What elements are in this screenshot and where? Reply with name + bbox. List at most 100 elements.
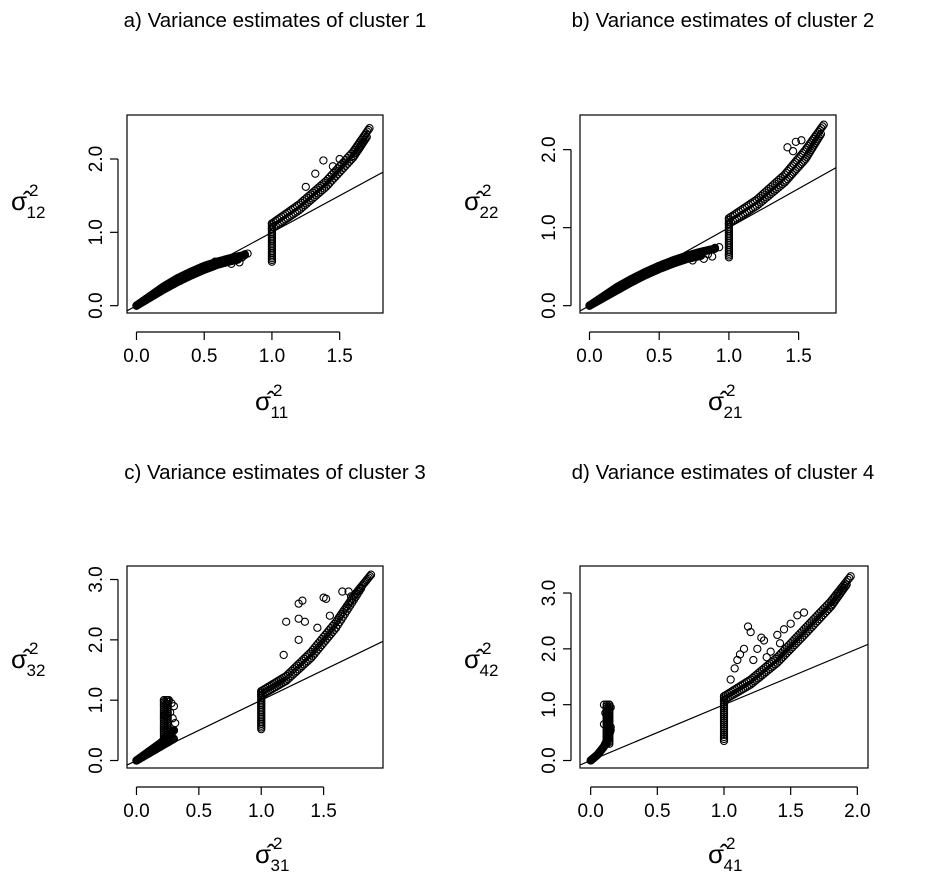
panel-b-x-axis-label: σ̂ 2 21	[708, 381, 742, 422]
panel-a-x-tick-label-0: 0.0	[123, 346, 149, 367]
panel-b-y-tick-label-1: 1.0	[539, 214, 560, 240]
panel-c-reference-line	[127, 640, 383, 766]
panel-a-y-axis-label: σ̂ 2 12	[11, 181, 45, 222]
panel-b-x-tick-label-0: 0.0	[576, 346, 602, 367]
panel-c-y-axis: 0.0 1.0 2.0 3.0	[86, 566, 119, 774]
panel-c-x-tick-label-2: 1.0	[248, 801, 274, 822]
panel-d-point-s6-21	[786, 619, 795, 628]
panel-b: b) Variance estimates of cluster 2 0.0 0.…	[464, 9, 875, 422]
panel-d-y-axis: 0.0 1.0 2.0 3.0	[539, 580, 572, 774]
panel-b-plot-area	[580, 120, 836, 312]
panel-d-point-s6-5	[603, 714, 613, 723]
panel-a-point-s5-0	[210, 257, 220, 266]
panel-c-point-s7-9	[169, 726, 179, 735]
panel-d-x-axis-label-symbol: σ̂	[708, 839, 729, 869]
panel-d-point-s6-19	[773, 630, 782, 640]
panel-d-point-s6-15	[753, 644, 762, 653]
panel-c-point-s7-14	[300, 617, 310, 626]
panel-c-point-s7-0	[159, 696, 169, 705]
panel-d-point-s6-8	[726, 675, 735, 684]
panel-d-point-s6-22	[793, 611, 802, 620]
panel-d-point-s6-26	[775, 639, 785, 648]
panel-a-x-tick-label-2: 1.0	[259, 346, 285, 367]
panel-b-y-axis-label-subscript: 22	[480, 203, 499, 222]
panel-d-x-axis-label: σ̂ 2 41	[708, 834, 742, 875]
panel-a-point-s3-56	[365, 124, 374, 133]
panel-b-x-axis-label-superscript: 2	[726, 381, 735, 400]
panel-d-y-tick-label-1: 1.0	[539, 691, 560, 717]
panel-c-point-s6-56	[356, 584, 366, 593]
panel-d-point-s6-3	[606, 703, 615, 712]
panel-a-plot-area	[127, 124, 383, 312]
panel-c-point-s7-6	[168, 714, 177, 723]
panel-b-y-axis-label: σ̂ 2 22	[464, 181, 498, 222]
panel-a-y-tick-label-2: 2.0	[86, 146, 107, 172]
panel-d-x-axis: 0.0 0.5 1.0 1.5 2.0	[577, 786, 871, 822]
panel-c-y-axis-label-superscript: 2	[29, 639, 38, 658]
panel-d-y-axis-label: σ̂ 2 42	[464, 639, 498, 680]
panel-b-y-axis: 0.0 1.0 2.0	[539, 136, 572, 319]
panel-b-x-axis-label-subscript: 21	[724, 403, 743, 422]
panel-d-point-s5-69	[841, 582, 850, 591]
panel-a-title: a) Variance estimates of cluster 1	[124, 9, 427, 32]
panel-d-point-s6-24	[749, 655, 758, 665]
panel-d-point-s6-23	[799, 608, 809, 617]
panel-d-x-tick-label-2: 1.0	[711, 801, 737, 822]
panel-b-x-axis: 0.0 0.5 1.0 1.5	[576, 331, 812, 367]
panel-b-y-axis-label-symbol: σ̂	[464, 186, 485, 216]
panel-c-point-s7-21	[313, 623, 322, 632]
panel-d-x-tick-label-1: 0.5	[644, 801, 670, 822]
panel-d-point-s6-12	[739, 644, 749, 653]
panel-d-x-axis-label-subscript: 41	[724, 856, 743, 875]
panel-d-point-s6-16	[757, 633, 766, 642]
panel-c-point-s7-16	[321, 594, 331, 603]
panel-c-y-tick-label-0: 0.0	[86, 747, 107, 773]
panel-c-point-s7-19	[338, 587, 347, 596]
panel-c-title: c) Variance estimates of cluster 3	[124, 461, 426, 484]
panel-c-x-axis-label-superscript: 2	[273, 834, 282, 853]
panel-c-x-tick-label-1: 0.5	[186, 801, 212, 822]
panel-d-x-tick-label-4: 2.0	[844, 801, 870, 822]
panel-b-point-s5-8	[715, 243, 724, 252]
panel-b-point-s5-9	[783, 143, 792, 152]
panel-d-point-s6-17	[759, 636, 769, 645]
panel-b-title: b) Variance estimates of cluster 2	[572, 9, 875, 32]
panel-a-y-axis-label-subscript: 12	[27, 203, 46, 222]
panel-b-point-s5-11	[797, 136, 806, 145]
panel-b-point-s4-55	[815, 131, 824, 140]
panel-c-point-s7-10	[282, 617, 291, 626]
panel-d-y-tick-label-2: 2.0	[539, 636, 560, 662]
panel-d-point-s5-70	[842, 580, 851, 589]
panel-a-point-s4-56	[362, 132, 371, 142]
panel-a-point-s5-13	[301, 182, 310, 192]
panel-b-point-s5-5	[703, 250, 713, 259]
panel-c-point-s7-20	[346, 592, 356, 601]
panel-a-x-tick-label-1: 0.5	[191, 346, 217, 367]
panel-c-x-axis-label: σ̂ 2 31	[255, 834, 289, 875]
panel-c: c) Variance estimates of cluster 3 0.0 0.…	[11, 461, 426, 875]
panel-d-point-s6-9	[730, 664, 739, 673]
panel-c-y-axis-label-subscript: 32	[27, 661, 46, 680]
panel-d: d) Variance estimates of cluster 4 0.0 0.…	[464, 461, 874, 875]
panel-d-x-tick-label-0: 0.0	[577, 801, 603, 822]
panel-a-point-s5-5	[235, 258, 244, 267]
panel-a-point-s5-12	[335, 154, 344, 164]
panel-c-y-tick-label-3: 3.0	[86, 566, 107, 592]
panel-c-point-s7-18	[279, 650, 288, 660]
panel-b-point-s5-7	[710, 243, 720, 253]
panel-c-point-s7-17	[294, 635, 303, 644]
panel-d-y-axis-label-symbol: σ̂	[464, 644, 485, 674]
panel-a-point-s5-11	[328, 162, 338, 171]
panel-b-y-axis-label-superscript: 2	[482, 181, 491, 200]
panel-a-y-tick-label-0: 0.0	[86, 292, 107, 318]
panel-b-point-s3-56	[819, 120, 828, 129]
panel-b-y-tick-label-0: 0.0	[539, 292, 560, 318]
panel-a-y-axis-label-symbol: σ̂	[11, 186, 32, 216]
panel-c-y-axis-label-symbol: σ̂	[11, 644, 32, 674]
panel-b-point-s5-10	[791, 137, 800, 146]
panel-b-x-tick-label-1: 0.5	[646, 346, 672, 367]
panel-d-y-axis-label-subscript: 42	[480, 661, 499, 680]
panel-a-reference-line	[127, 171, 383, 312]
panel-a: a) Variance estimates of cluster 1 0.0 0.…	[11, 9, 427, 422]
